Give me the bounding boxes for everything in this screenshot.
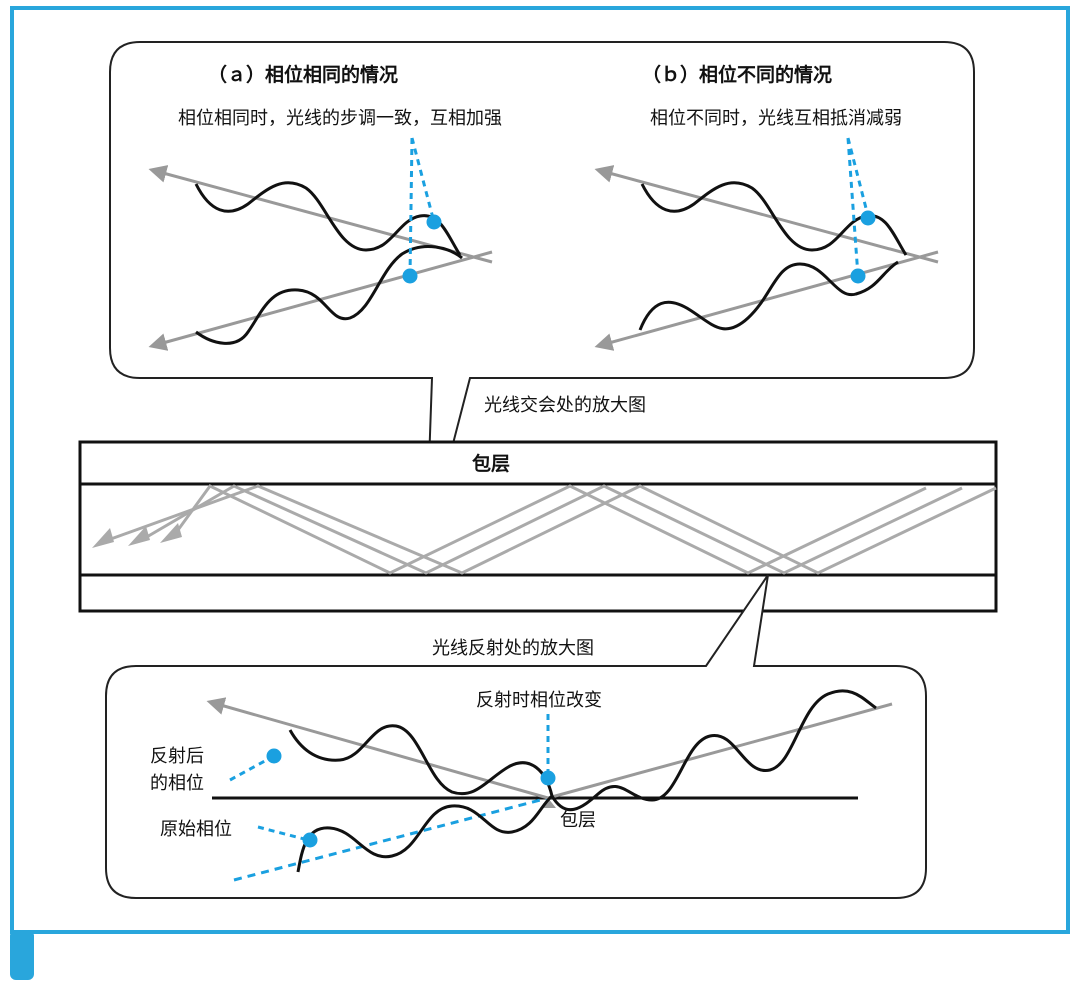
panel-b-ray-lower xyxy=(594,250,939,351)
after-phase-label-line2: 的相位 xyxy=(150,773,204,794)
zigzag-arrow-3 xyxy=(160,523,182,543)
intersection-caption: 光线交会处的放大图 xyxy=(484,395,646,416)
phase-change-label: 反射时相位改变 xyxy=(476,690,602,711)
zigzag-ray-1 xyxy=(107,484,997,575)
phase-change-dot xyxy=(540,770,556,786)
after-phase-label-line1: 反射后 xyxy=(150,746,204,767)
cladding-top-label: 包层 xyxy=(472,452,510,475)
original-phase-pointer xyxy=(257,825,309,842)
panel-b-ray-upper xyxy=(594,165,939,264)
zigzag-arrow-2 xyxy=(128,526,150,546)
after-phase-dot xyxy=(266,748,282,764)
panel-a: （ａ）相位相同的情况 相位相同时，光线的步调一致，互相加强 xyxy=(148,63,502,351)
panel-c: 反射时相位改变 反射后 的相位 原始相位 包层 xyxy=(150,689,893,882)
original-phase-label: 原始相位 xyxy=(160,819,232,840)
corner-tab xyxy=(10,930,34,980)
panel-a-phase-dot-upper xyxy=(426,214,442,230)
panel-b-wave-lower xyxy=(638,260,899,331)
reflection-caption: 光线反射处的放大图 xyxy=(432,638,594,659)
zigzag-ray-3 xyxy=(176,484,927,575)
reflected-ray-left xyxy=(206,697,549,800)
panel-a-phase-dot-lower xyxy=(402,268,418,284)
panel-a-ray-lower xyxy=(148,250,493,351)
panel-b-note: 相位不同时，光线互相抵消减弱 xyxy=(650,108,902,129)
panel-b-dash-pointer xyxy=(846,137,870,277)
zigzag-rays xyxy=(107,484,997,575)
after-phase-pointer xyxy=(229,755,273,782)
core xyxy=(78,482,998,577)
zigzag-arrow-1 xyxy=(92,528,114,548)
panel-b-title: （ｂ）相位不同的情况 xyxy=(642,63,832,86)
reflection-cladding-label: 包层 xyxy=(560,810,596,831)
panel-a-dash-pointer xyxy=(408,137,436,277)
panel-a-wave-lower xyxy=(195,245,463,345)
original-wave xyxy=(296,794,554,873)
outer-frame xyxy=(10,6,1070,934)
bottom-callout-bubble xyxy=(105,574,927,899)
panel-b-phase-dot-lower xyxy=(850,268,866,284)
original-ray-dashed xyxy=(233,796,549,882)
panel-b-phase-dot-upper xyxy=(860,210,876,226)
panel-a-title: （ａ）相位相同的情况 xyxy=(208,63,398,86)
original-phase-dot xyxy=(302,832,318,848)
zigzag-ray-2 xyxy=(144,484,963,575)
panel-a-note: 相位相同时，光线的步调一致，互相加强 xyxy=(178,108,502,129)
cladding-top xyxy=(78,440,998,486)
panel-b: （ｂ）相位不同的情况 相位不同时，光线互相抵消减弱 xyxy=(594,63,939,351)
reflected-wave-right xyxy=(550,689,877,812)
fiber-cross-section: 包层 xyxy=(78,440,998,613)
reflected-ray-right xyxy=(547,702,893,800)
cladding-bottom xyxy=(78,573,998,613)
panel-a-wave-upper xyxy=(194,181,462,256)
reflected-wave-left xyxy=(288,724,554,797)
